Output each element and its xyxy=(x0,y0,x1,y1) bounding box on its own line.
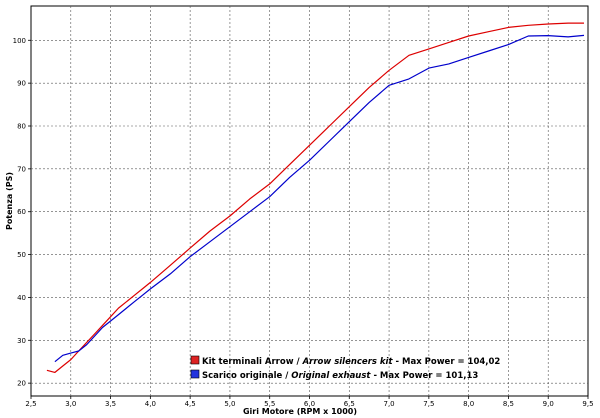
y-tick-label: 60 xyxy=(17,208,26,216)
y-axis-title: Potenza (PS) xyxy=(5,172,14,230)
x-axis-title: Giri Motore (RPM x 1000) xyxy=(243,407,357,416)
x-tick-label: 4,0 xyxy=(145,400,156,408)
x-tick-label: 5,5 xyxy=(264,400,275,408)
x-tick-label: 3,5 xyxy=(105,400,116,408)
x-tick-label: 9,5 xyxy=(582,400,593,408)
series-layer xyxy=(46,22,585,373)
y-tick-label: 80 xyxy=(17,123,26,131)
legend-label-original: Scarico originale / Original exhaust - M… xyxy=(202,371,478,381)
x-tick-label: 6,5 xyxy=(344,400,355,408)
y-tick-label: 30 xyxy=(17,337,26,345)
y-tick-label: 70 xyxy=(17,165,26,173)
y-tick-label: 100 xyxy=(13,37,26,45)
x-tick-label: 8,0 xyxy=(463,400,474,408)
x-tick-label: 7,0 xyxy=(384,400,395,408)
legend-swatch-original xyxy=(190,369,200,379)
legend-swatch-arrow xyxy=(190,355,200,365)
x-tick-label: 9,0 xyxy=(543,400,554,408)
x-tick-label: 7,5 xyxy=(423,400,434,408)
y-tick-label: 20 xyxy=(17,380,26,388)
legend: Kit terminali Arrow / Arrow silencers ki… xyxy=(190,355,500,381)
x-tick-label: 3,0 xyxy=(65,400,76,408)
tick-labels: 2,5 3,0 3,5 4,0 4,5 5,0 5,5 6,0 6,5 7,0 7,5 8,0 8,5 9… xyxy=(13,37,594,408)
series-line-arrow xyxy=(46,22,584,373)
y-tick-label: 40 xyxy=(17,294,26,302)
series-line-original xyxy=(54,34,585,363)
y-tick-label: 90 xyxy=(17,80,26,88)
plot-frame xyxy=(30,5,589,397)
y-tick-label: 50 xyxy=(17,251,26,259)
x-tick-label: 5,0 xyxy=(224,400,235,408)
legend-label-arrow: Kit terminali Arrow / Arrow silencers ki… xyxy=(202,357,500,367)
x-tick-label: 8,5 xyxy=(503,400,514,408)
x-tick-label: 4,5 xyxy=(185,400,196,408)
x-tick-label: 6,0 xyxy=(304,400,315,408)
x-tick-label: 2,5 xyxy=(25,400,36,408)
